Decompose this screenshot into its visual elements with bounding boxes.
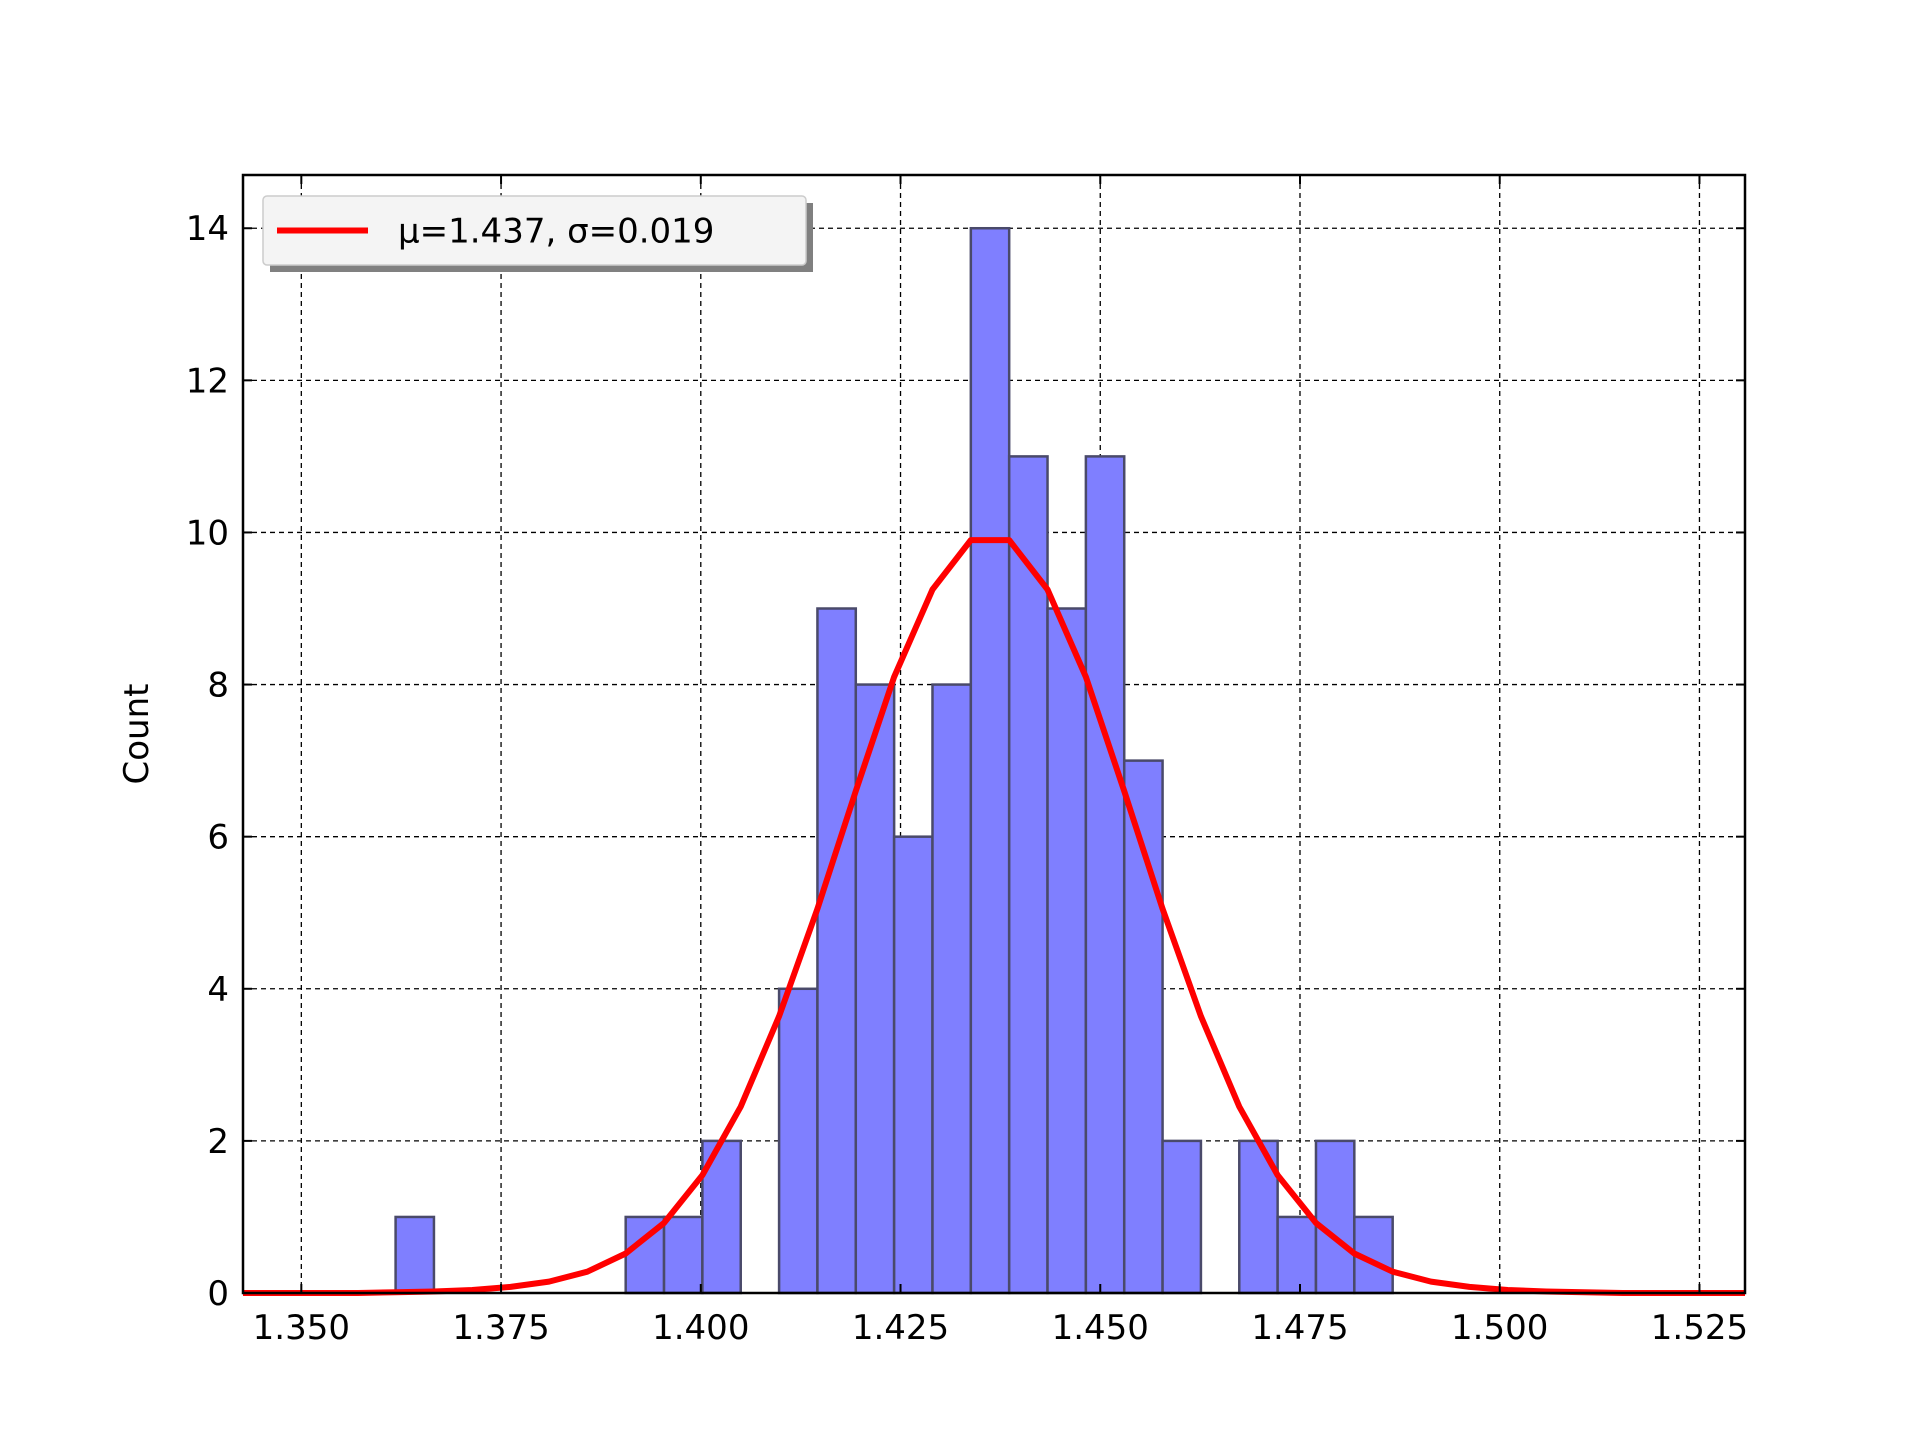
x-tick-label: 1.425 <box>852 1308 949 1348</box>
y-axis-label: Count <box>117 684 157 785</box>
y-tick-label: 14 <box>186 209 229 249</box>
legend-box <box>262 195 807 266</box>
histogram-bar <box>662 1215 704 1295</box>
x-tick-label: 1.350 <box>253 1308 350 1348</box>
y-tick-label: 0 <box>207 1274 229 1314</box>
y-tick-label: 8 <box>207 666 229 706</box>
histogram-bar <box>1084 455 1126 1295</box>
histogram-bars <box>394 226 1394 1295</box>
x-tick-label: 1.375 <box>452 1308 549 1348</box>
x-tick-label: 1.475 <box>1251 1308 1348 1348</box>
y-tick-label: 2 <box>207 1122 229 1162</box>
legend: μ=1.437, σ=0.019 <box>262 195 813 272</box>
fit-curve-layer <box>243 537 1745 1296</box>
histogram-bar <box>816 607 858 1295</box>
histogram-bar <box>1161 1139 1203 1295</box>
axis-ticks: 1.350 1.375 1.400 1.425 1.450 1.475 1.500 1.525… <box>186 175 1748 1348</box>
histogram-bar <box>777 987 819 1295</box>
y-tick-label: 6 <box>207 818 229 858</box>
histogram-bar <box>1007 455 1049 1295</box>
histogram-bar <box>1314 1139 1356 1295</box>
histogram-bar <box>394 1215 436 1295</box>
legend-label: μ=1.437, σ=0.019 <box>398 212 714 252</box>
histogram-bar <box>969 226 1011 1295</box>
x-tick-label: 1.450 <box>1052 1308 1149 1348</box>
y-tick-label: 10 <box>186 513 229 553</box>
normal-fit-curve <box>243 537 1745 1296</box>
y-tick-label: 4 <box>207 970 229 1010</box>
histogram-bar <box>892 835 934 1295</box>
histogram-bar <box>931 683 973 1295</box>
x-tick-label: 1.525 <box>1651 1308 1748 1348</box>
y-tick-label: 12 <box>186 361 229 401</box>
x-tick-label: 1.400 <box>652 1308 749 1348</box>
histogram-bar <box>1276 1215 1318 1295</box>
plot-frame <box>241 173 1747 1295</box>
histogram-bar <box>1046 607 1088 1295</box>
x-tick-label: 1.500 <box>1451 1308 1548 1348</box>
